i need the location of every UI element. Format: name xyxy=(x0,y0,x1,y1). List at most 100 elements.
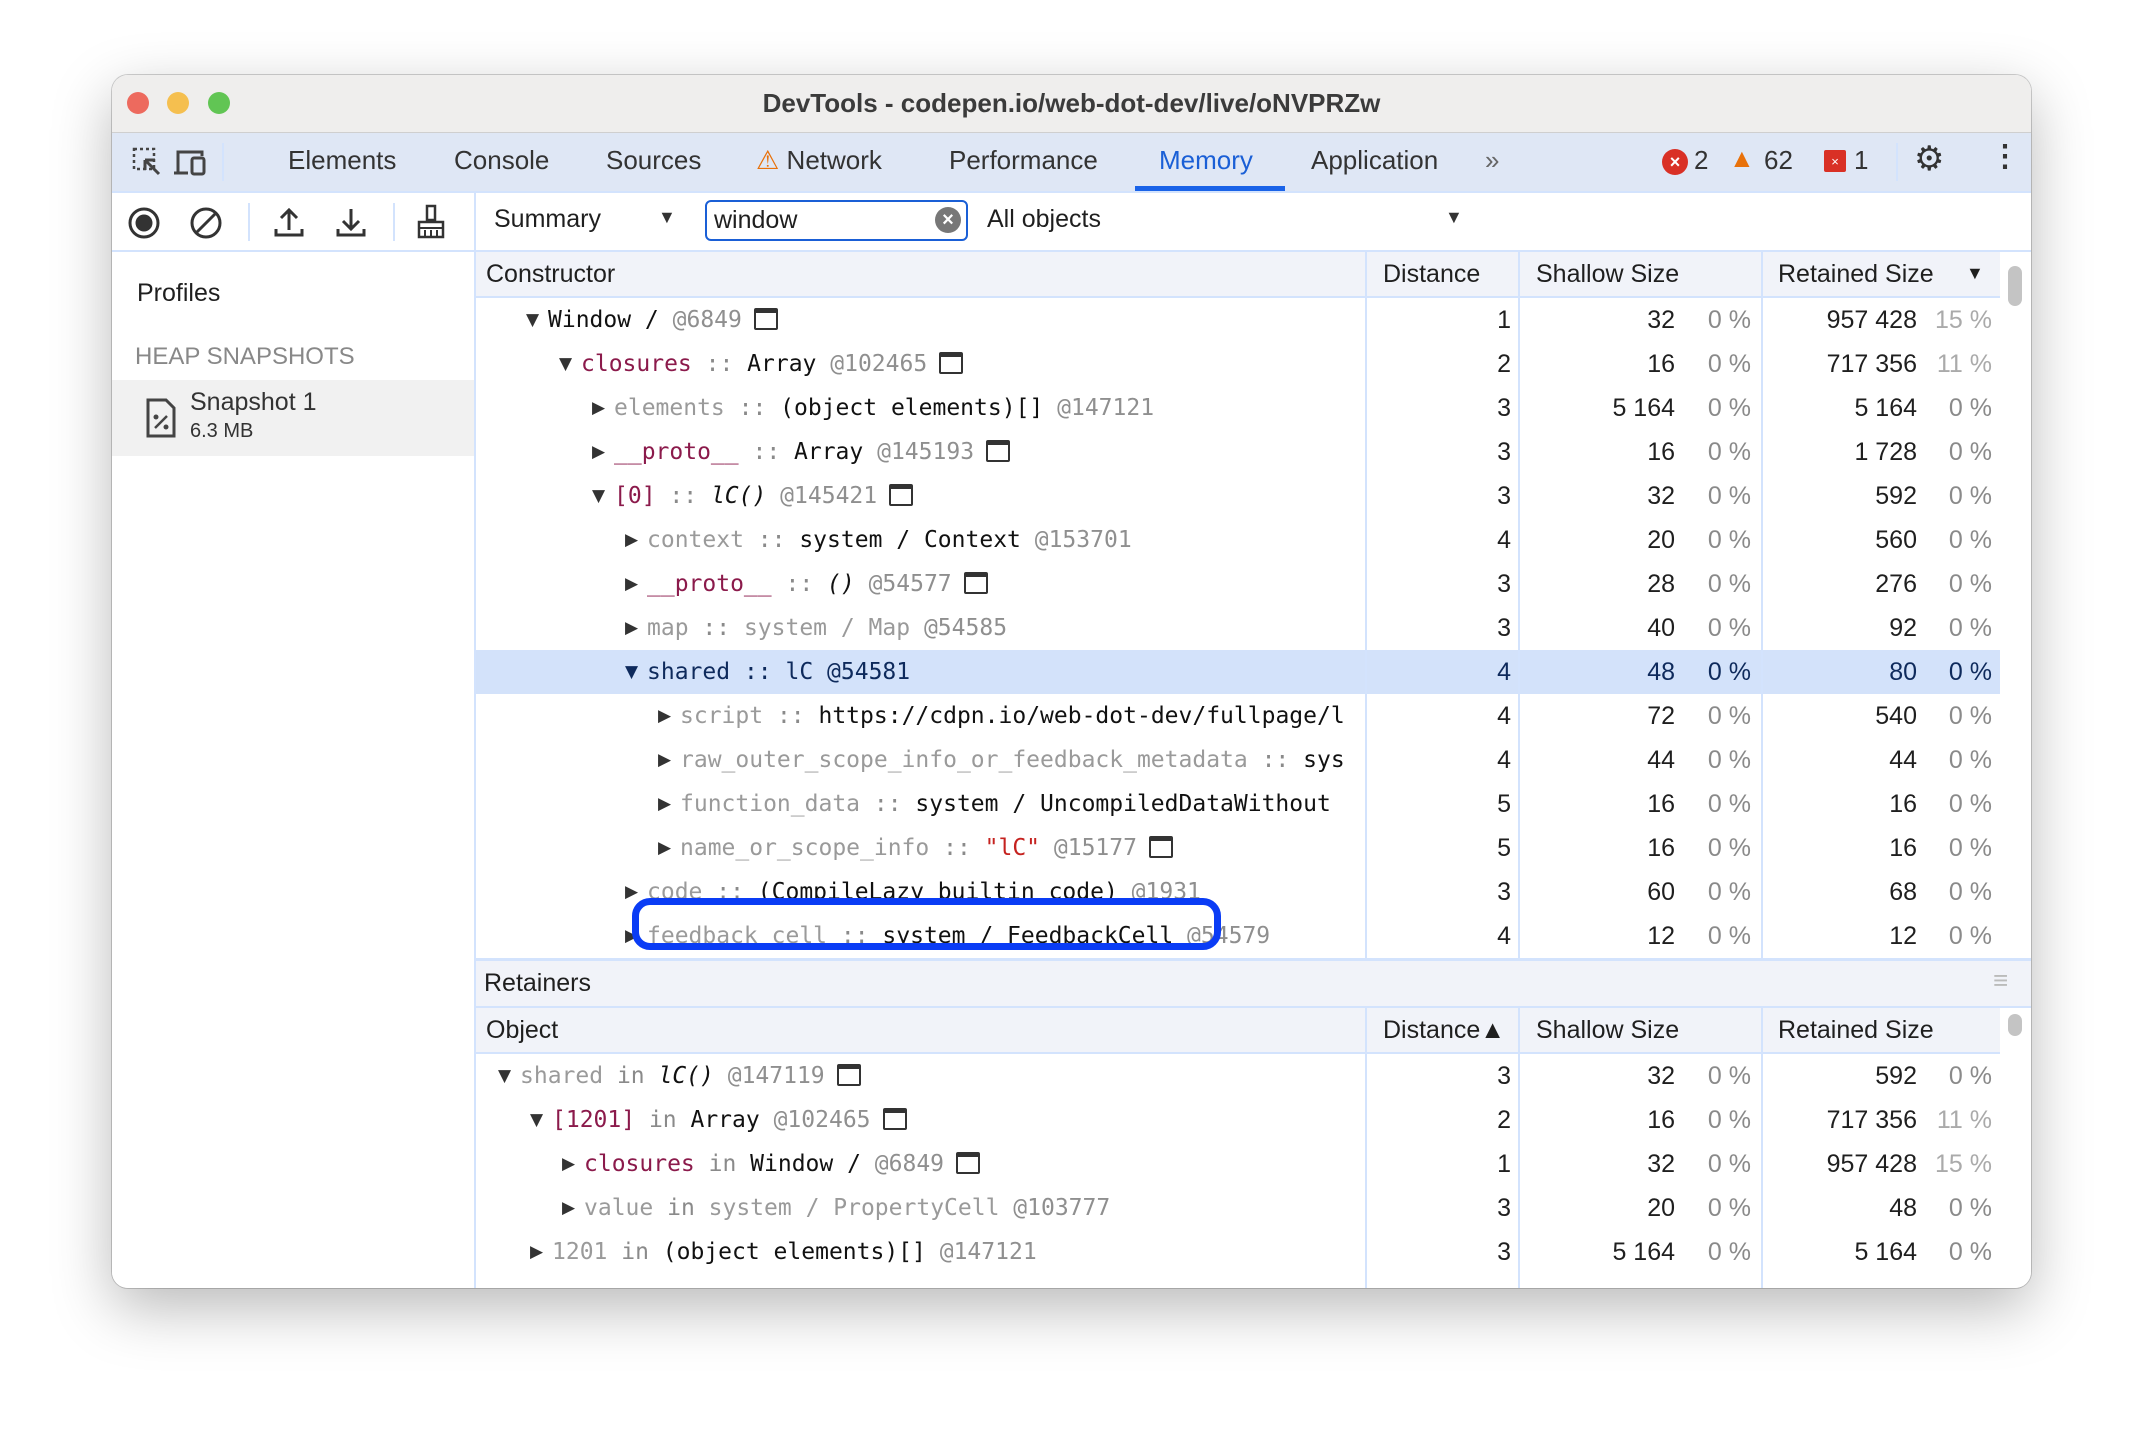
error-count[interactable]: 2 xyxy=(1694,145,1709,175)
column-object[interactable]: Object xyxy=(486,1016,559,1044)
objects-filter-select[interactable]: All objects ▼ xyxy=(987,205,1587,239)
label-segment-in: in xyxy=(607,1239,663,1265)
reveal-in-window-icon[interactable] xyxy=(882,1107,907,1130)
table-row[interactable]: ▶ value in system / PropertyCell @103777 3… xyxy=(476,1186,2000,1230)
reveal-in-window-icon[interactable] xyxy=(836,1063,861,1086)
column-shallow-size[interactable]: Shallow Size xyxy=(1536,1016,1680,1044)
table-row[interactable]: ▶ code :: (CompileLazy builtin code) @193… xyxy=(476,870,2000,914)
record-heap-snapshot-icon[interactable] xyxy=(127,206,161,240)
retained-size-value: 957 428 xyxy=(1826,1150,1917,1178)
table-row[interactable]: ▼ closures :: Array @102465 2 16 0 % 717 356 1… xyxy=(476,342,2000,386)
collapsed-triangle-icon[interactable]: ▶ xyxy=(658,706,672,726)
reveal-in-window-icon[interactable] xyxy=(939,351,964,374)
label-segment-type: Array xyxy=(794,439,864,465)
more-options-icon[interactable]: ⋮ xyxy=(1990,140,2020,173)
collapsed-triangle-icon[interactable]: ▶ xyxy=(592,398,606,418)
column-distance[interactable]: Distance▲ xyxy=(1383,1016,1506,1044)
collapsed-triangle-icon[interactable]: ▶ xyxy=(592,442,606,462)
clear-filter-icon[interactable]: × xyxy=(935,207,961,233)
retainers-scrollbar[interactable] xyxy=(2008,1014,2022,1036)
collapsed-triangle-icon[interactable]: ▶ xyxy=(658,838,672,858)
collapsed-triangle-icon[interactable]: ▶ xyxy=(658,794,672,814)
collapsed-triangle-icon[interactable]: ▶ xyxy=(562,1198,576,1218)
split-divider[interactable] xyxy=(476,958,2031,961)
table-row[interactable]: ▶ name_or_scope_info :: "lC" @15177 5 16 0 %… xyxy=(476,826,2000,870)
label-segment-prop: __proto__ xyxy=(614,439,739,465)
table-row[interactable]: ▶ closures in Window / @6849 1 32 0 % 957 428… xyxy=(476,1142,2000,1186)
collapsed-triangle-icon[interactable]: ▶ xyxy=(658,750,672,770)
more-tabs-chevron-icon[interactable]: » xyxy=(1485,145,1500,175)
clear-profiles-icon[interactable] xyxy=(189,206,223,240)
tab-elements[interactable]: Elements xyxy=(288,145,397,175)
reveal-in-window-icon[interactable] xyxy=(986,439,1011,462)
constructors-scrollbar[interactable] xyxy=(2008,266,2022,306)
error-icon[interactable]: × xyxy=(1662,149,1688,175)
expanded-triangle-icon[interactable]: ▼ xyxy=(625,662,639,682)
collapsed-triangle-icon[interactable]: ▶ xyxy=(625,882,639,902)
label-segment-sep: :: xyxy=(1247,747,1304,773)
column-constructor[interactable]: Constructor xyxy=(486,260,616,288)
column-retained-size[interactable]: Retained Size xyxy=(1778,1016,1934,1044)
table-row[interactable]: ▼ shared :: lC @54581 4 48 0 % 80 0 % xyxy=(476,650,2000,694)
table-row[interactable]: ▼ [1201] in Array @102465 2 16 0 % 717 356 11 … xyxy=(476,1098,2000,1142)
class-filter-input[interactable]: window × xyxy=(705,200,968,241)
load-profile-upload-icon[interactable] xyxy=(272,205,306,239)
tab-sources[interactable]: Sources xyxy=(606,145,702,175)
expanded-triangle-icon[interactable]: ▼ xyxy=(592,486,606,506)
table-row[interactable]: ▶ __proto__ :: () @54577 3 28 0 % 276 0 % xyxy=(476,562,2000,606)
table-row[interactable]: ▶ context :: system / Context @153701 4 20 0… xyxy=(476,518,2000,562)
tab-memory[interactable]: Memory xyxy=(1159,145,1253,175)
table-row[interactable]: ▶ map :: system / Map @54585 3 40 0 % 92 0 % xyxy=(476,606,2000,650)
collect-garbage-broom-icon[interactable] xyxy=(414,204,448,240)
snapshot-item[interactable]: Snapshot 1 6.3 MB xyxy=(112,380,474,456)
collapsed-triangle-icon[interactable]: ▶ xyxy=(562,1154,576,1174)
table-row[interactable]: ▼ [0] :: lC() @145421 3 32 0 % 592 0 % xyxy=(476,474,2000,518)
retained-size-value: 560 xyxy=(1875,526,1917,554)
save-profile-download-icon[interactable] xyxy=(334,205,368,239)
reveal-in-window-icon[interactable] xyxy=(753,307,778,330)
column-distance[interactable]: Distance xyxy=(1383,260,1481,288)
table-row[interactable]: ▶ 1201 in (object elements)[] @147121 3 5 1… xyxy=(476,1230,2000,1274)
table-row[interactable]: ▶ feedback_cell :: system / FeedbackCell … xyxy=(476,914,2000,958)
table-row[interactable]: ▶ elements :: (object elements)[] @147121… xyxy=(476,386,2000,430)
collapsed-triangle-icon[interactable]: ▶ xyxy=(530,1242,544,1262)
reveal-in-window-icon[interactable] xyxy=(889,483,914,506)
warning-count[interactable]: 62 xyxy=(1764,145,1793,175)
collapsed-triangle-icon[interactable]: ▶ xyxy=(625,926,639,946)
table-row[interactable]: ▼ Window / @6849 1 32 0 % 957 428 15 % xyxy=(476,298,2000,342)
expanded-triangle-icon[interactable]: ▼ xyxy=(559,354,573,374)
column-shallow-size[interactable]: Shallow Size xyxy=(1536,260,1680,288)
tab-performance[interactable]: Performance xyxy=(949,145,1098,175)
inspect-element-icon[interactable] xyxy=(130,145,164,179)
collapsed-triangle-icon[interactable]: ▶ xyxy=(625,530,639,550)
close-window-button[interactable] xyxy=(127,92,149,114)
table-row[interactable]: ▶ script :: https://cdpn.io/web-dot-dev/f… xyxy=(476,694,2000,738)
label-segment-type: (object elements)[] xyxy=(662,1239,926,1265)
tab-console[interactable]: Console xyxy=(454,145,550,175)
expanded-triangle-icon[interactable]: ▼ xyxy=(498,1066,512,1086)
retained-size-value: 5 164 xyxy=(1854,1238,1917,1266)
expanded-triangle-icon[interactable]: ▼ xyxy=(530,1110,544,1130)
table-row[interactable]: ▶ __proto__ :: Array @145193 3 16 0 % 1 728 0 … xyxy=(476,430,2000,474)
warning-count-icon[interactable]: ▲ xyxy=(1729,143,1755,173)
table-row[interactable]: ▼ shared in lC() @147119 3 32 0 % 592 0 % xyxy=(476,1054,2000,1098)
tab-application[interactable]: Application xyxy=(1311,145,1439,175)
settings-gear-icon[interactable]: ⚙ xyxy=(1914,140,1945,178)
maximize-window-button[interactable] xyxy=(208,92,230,114)
reveal-in-window-icon[interactable] xyxy=(963,571,988,594)
table-row[interactable]: ▶ function_data :: system / UncompiledDat… xyxy=(476,782,2000,826)
reveal-in-window-icon[interactable] xyxy=(956,1151,981,1174)
issues-count[interactable]: 1 xyxy=(1854,145,1869,175)
issues-icon[interactable]: × xyxy=(1824,150,1846,172)
device-toolbar-icon[interactable] xyxy=(172,145,208,179)
view-select[interactable]: Summary ▼ xyxy=(494,205,694,239)
collapsed-triangle-icon[interactable]: ▶ xyxy=(625,574,639,594)
minimize-window-button[interactable] xyxy=(167,92,189,114)
table-row[interactable]: ▶ raw_outer_scope_info_or_feedback_metada… xyxy=(476,738,2000,782)
column-retained-size[interactable]: Retained Size xyxy=(1778,260,1934,288)
collapsed-triangle-icon[interactable]: ▶ xyxy=(625,618,639,638)
tab-network[interactable]: ⚠ Network xyxy=(756,145,882,176)
expanded-triangle-icon[interactable]: ▼ xyxy=(526,310,540,330)
reveal-in-window-icon[interactable] xyxy=(1148,835,1173,858)
drag-handle-icon[interactable]: ≡ xyxy=(1993,965,2009,995)
